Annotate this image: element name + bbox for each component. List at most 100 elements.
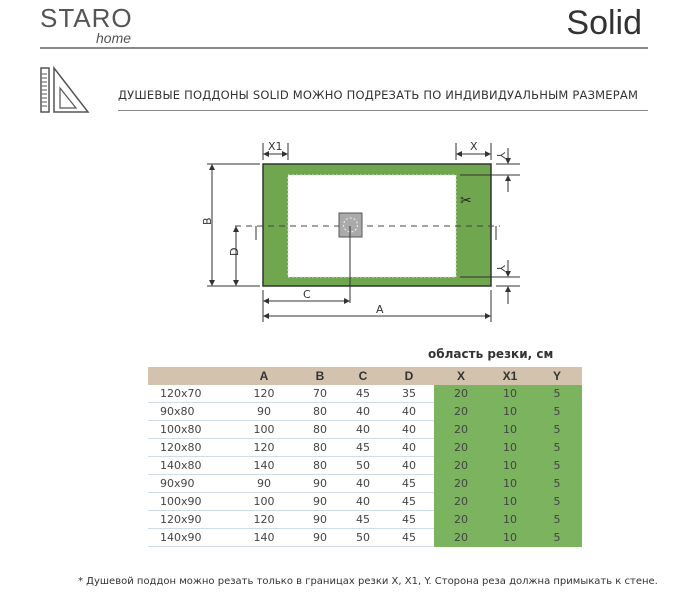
value-cell: 80: [298, 420, 342, 439]
value-cell: 5: [532, 456, 582, 475]
value-cell: 45: [342, 438, 384, 457]
label-x1: X1: [268, 140, 283, 153]
value-cell: 40: [384, 438, 434, 457]
column-header: [148, 367, 230, 385]
value-cell: 10: [488, 528, 532, 547]
table-row: 90x90 90 90 40 45 20 10 5: [148, 474, 582, 493]
label-a: A: [376, 303, 384, 316]
table-row: 120x90 120 90 45 45 20 10 5: [148, 510, 582, 529]
value-cell: 70: [298, 385, 342, 403]
divider: [118, 110, 648, 111]
label-b: B: [201, 217, 214, 225]
value-cell: 120: [230, 385, 298, 403]
value-cell: 45: [342, 510, 384, 529]
value-cell: 45: [384, 510, 434, 529]
value-cell: 40: [342, 402, 384, 421]
table-row: 140x90 140 90 50 45 20 10 5: [148, 528, 582, 547]
value-cell: 140: [230, 528, 298, 547]
value-cell: 5: [532, 420, 582, 439]
subtitle: ДУШЕВЫЕ ПОДДОНЫ SOLID МОЖНО ПОДРЕЗАТЬ ПО…: [118, 88, 639, 102]
value-cell: 5: [532, 402, 582, 421]
value-cell: 90: [230, 474, 298, 493]
value-cell: 90: [298, 528, 342, 547]
size-cell: 100x80: [148, 420, 230, 439]
dimensions-table: A B C D X X1 Y 120x70 120 70 45 35 20 10 5 90x80 90 80 40…: [148, 367, 582, 547]
value-cell: 5: [532, 492, 582, 511]
cut-diagram: ✂ X1 X Y Y B D C A: [201, 140, 520, 322]
value-cell: 100: [230, 420, 298, 439]
value-cell: 45: [384, 474, 434, 493]
column-header: B: [298, 367, 342, 385]
size-cell: 90x80: [148, 402, 230, 421]
column-header: D: [384, 367, 434, 385]
value-cell: 90: [298, 492, 342, 511]
value-cell: 45: [384, 492, 434, 511]
value-cell: 20: [434, 402, 488, 421]
size-cell: 120x90: [148, 510, 230, 529]
value-cell: 40: [384, 420, 434, 439]
value-cell: 20: [434, 474, 488, 493]
table-row: 120x70 120 70 45 35 20 10 5: [148, 385, 582, 403]
size-cell: 140x80: [148, 456, 230, 475]
value-cell: 20: [434, 420, 488, 439]
value-cell: 5: [532, 438, 582, 457]
logo-sub: home: [96, 30, 132, 46]
value-cell: 90: [298, 510, 342, 529]
column-header: X: [434, 367, 488, 385]
value-cell: 10: [488, 438, 532, 457]
label-y-top: Y: [494, 151, 507, 159]
value-cell: 80: [298, 456, 342, 475]
value-cell: 10: [488, 420, 532, 439]
value-cell: 90: [298, 474, 342, 493]
table-row: 100x90 100 90 40 45 20 10 5: [148, 492, 582, 511]
value-cell: 5: [532, 385, 582, 403]
value-cell: 20: [434, 385, 488, 403]
size-cell: 100x90: [148, 492, 230, 511]
value-cell: 90: [230, 402, 298, 421]
value-cell: 5: [532, 474, 582, 493]
scissors-icon: ✂: [460, 193, 472, 209]
value-cell: 10: [488, 385, 532, 403]
table-row: 120x80 120 80 45 40 20 10 5: [148, 438, 582, 457]
value-cell: 120: [230, 438, 298, 457]
value-cell: 40: [342, 492, 384, 511]
value-cell: 20: [434, 492, 488, 511]
column-header: A: [230, 367, 298, 385]
logo: STARO: [40, 3, 133, 33]
ruler-triangle-icon: [40, 66, 90, 113]
page-title: Solid: [566, 4, 642, 42]
value-cell: 5: [532, 528, 582, 547]
table-row: 100x80 100 80 40 40 20 10 5: [148, 420, 582, 439]
table-row: 90x80 90 80 40 40 20 10 5: [148, 402, 582, 421]
label-c: C: [303, 288, 311, 301]
value-cell: 80: [298, 402, 342, 421]
value-cell: 50: [342, 528, 384, 547]
value-cell: 50: [342, 456, 384, 475]
value-cell: 45: [384, 528, 434, 547]
table-row: 140x80 140 80 50 40 20 10 5: [148, 456, 582, 475]
value-cell: 10: [488, 510, 532, 529]
footnote: * Душевой поддон можно резать только в г…: [78, 576, 658, 587]
value-cell: 140: [230, 456, 298, 475]
value-cell: 45: [342, 385, 384, 403]
value-cell: 10: [488, 492, 532, 511]
value-cell: 20: [434, 456, 488, 475]
value-cell: 40: [342, 474, 384, 493]
value-cell: 10: [488, 402, 532, 421]
cut-area-label: область резки, см: [428, 347, 554, 361]
value-cell: 35: [384, 385, 434, 403]
label-d: D: [228, 248, 241, 256]
value-cell: 20: [434, 438, 488, 457]
column-header: Y: [532, 367, 582, 385]
value-cell: 40: [384, 402, 434, 421]
value-cell: 40: [384, 456, 434, 475]
size-cell: 120x80: [148, 438, 230, 457]
value-cell: 5: [532, 510, 582, 529]
value-cell: 100: [230, 492, 298, 511]
value-cell: 20: [434, 510, 488, 529]
size-cell: 120x70: [148, 385, 230, 403]
value-cell: 10: [488, 474, 532, 493]
value-cell: 120: [230, 510, 298, 529]
label-y-bottom: Y: [494, 264, 507, 272]
divider: [40, 47, 648, 49]
